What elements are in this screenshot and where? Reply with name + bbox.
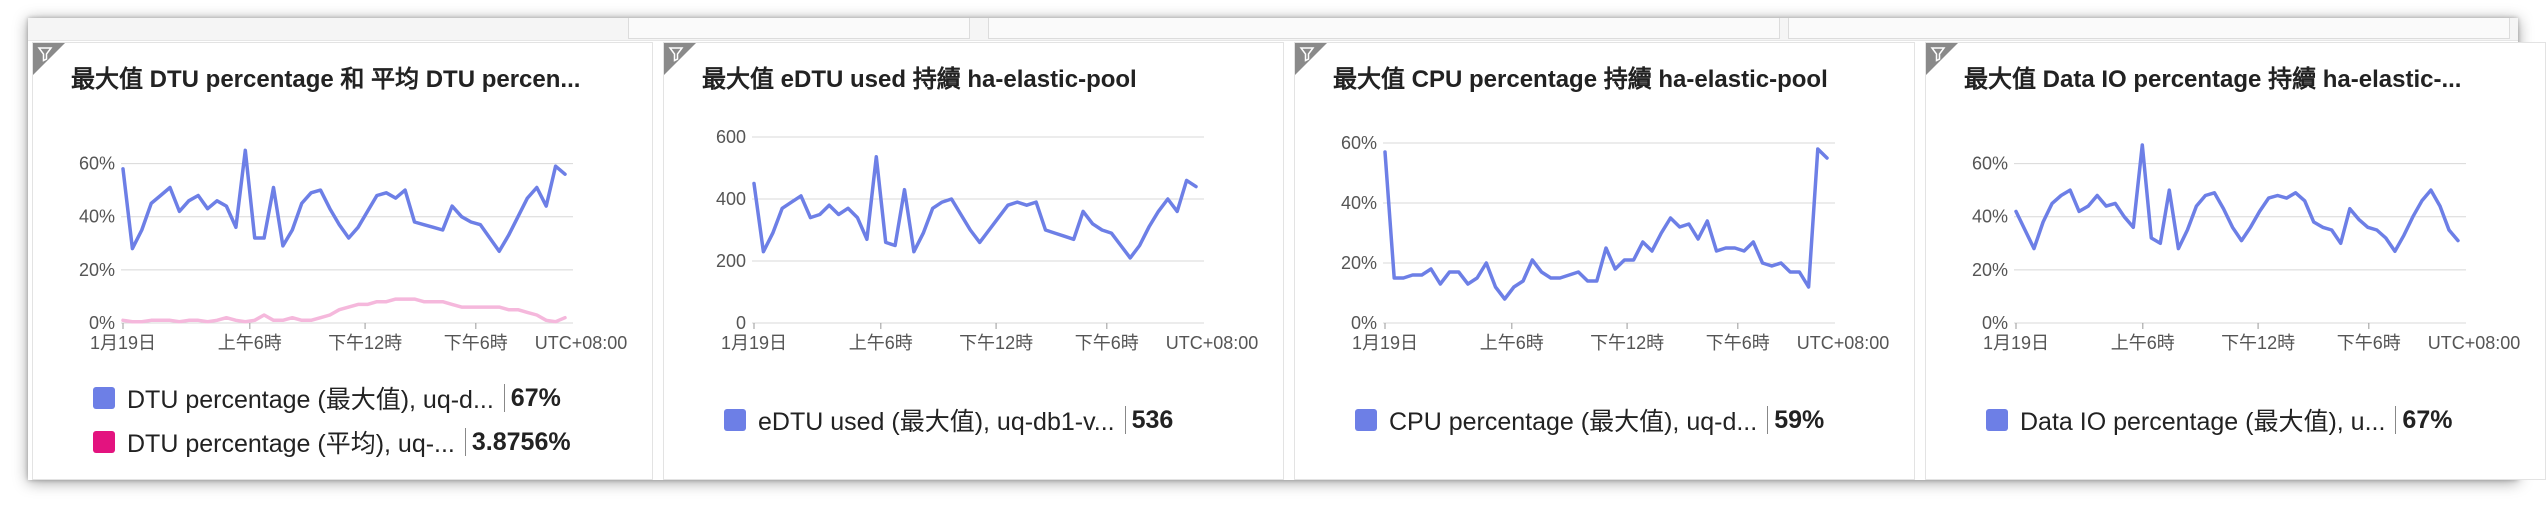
line-chart[interactable]: 0% 20% 40% 60% 1月19日 上午6時 下午12時 下午6時 UTC+08:00 bbox=[33, 103, 654, 373]
legend-divider bbox=[464, 428, 466, 456]
y-tick-label: 40% bbox=[1972, 207, 2008, 227]
y-tick-label: 0% bbox=[89, 313, 115, 333]
legend-swatch bbox=[724, 409, 746, 431]
x-tick-label: 下午6時 bbox=[2337, 333, 2401, 353]
x-tick-label: 上午6時 bbox=[2111, 333, 2175, 353]
x-tick-label: 下午12時 bbox=[2221, 333, 2295, 353]
legend-divider bbox=[1124, 406, 1126, 434]
legend-label: DTU percentage (平均), uq-... bbox=[127, 430, 455, 458]
line-chart[interactable]: 0% 20% 40% 60% 1月19日 上午6時 下午12時 下午6時 UTC+08:00 bbox=[1295, 103, 1916, 373]
x-tick-label: 上午6時 bbox=[1480, 333, 1544, 353]
x-tick-label: 1月19日 bbox=[721, 333, 787, 353]
y-tick-label: 400 bbox=[716, 189, 746, 209]
legend-swatch bbox=[93, 387, 115, 409]
x-tick-label: UTC+08:00 bbox=[535, 333, 628, 353]
legend-divider bbox=[2395, 406, 2397, 434]
y-tick-label: 20% bbox=[1972, 260, 2008, 280]
legend-value: 3.8756% bbox=[471, 427, 571, 456]
x-tick-label: 上午6時 bbox=[218, 333, 282, 353]
y-tick-label: 0 bbox=[736, 313, 746, 333]
filter-icon[interactable] bbox=[1930, 46, 1946, 62]
tile-title: 最大值 CPU percentage 持續 ha-elastic-pool bbox=[1333, 66, 1828, 93]
x-tick-label: 1月19日 bbox=[1983, 333, 2049, 353]
filter-icon[interactable] bbox=[37, 46, 53, 62]
x-tick-label: 下午6時 bbox=[444, 333, 508, 353]
series-line bbox=[121, 297, 567, 324]
series-line bbox=[752, 155, 1198, 260]
filter-icon[interactable] bbox=[1299, 46, 1315, 62]
dashboard-frame: 最大值 DTU percentage 和 平均 DTU percen... 0%… bbox=[28, 18, 2546, 480]
chart-tile-cpu[interactable]: 最大值 CPU percentage 持續 ha-elastic-pool 0%… bbox=[1294, 42, 1915, 480]
tile-title: 最大值 DTU percentage 和 平均 DTU percen... bbox=[71, 66, 581, 93]
y-tick-label: 60% bbox=[1341, 133, 1377, 153]
x-tick-label: 1月19日 bbox=[90, 333, 156, 353]
y-tick-label: 20% bbox=[79, 260, 115, 280]
legend-swatch bbox=[1355, 409, 1377, 431]
tile-title: 最大值 eDTU used 持續 ha-elastic-pool bbox=[702, 66, 1137, 93]
series-line bbox=[1383, 147, 1829, 301]
chart-tile-data-io[interactable]: 最大值 Data IO percentage 持續 ha-elastic-...… bbox=[1925, 42, 2546, 480]
series-line bbox=[2014, 143, 2460, 254]
y-tick-label: 0% bbox=[1982, 313, 2008, 333]
legend-item[interactable]: eDTU used (最大值), uq-db1-v... 536 bbox=[724, 403, 1173, 437]
x-tick-label: 上午6時 bbox=[849, 333, 913, 353]
legend-item[interactable]: CPU percentage (最大值), uq-d... 59% bbox=[1355, 403, 1824, 437]
x-tick-label: 下午12時 bbox=[1590, 333, 1664, 353]
y-tick-label: 0% bbox=[1351, 313, 1377, 333]
y-tick-label: 600 bbox=[716, 127, 746, 147]
series-line bbox=[121, 148, 567, 254]
legend-item[interactable]: DTU percentage (最大值), uq-d... 67% bbox=[93, 381, 561, 415]
legend-label: eDTU used (最大值), uq-db1-v... bbox=[758, 408, 1115, 436]
y-tick-label: 60% bbox=[79, 154, 115, 174]
chart-tile-edtu[interactable]: 最大值 eDTU used 持續 ha-elastic-pool 0 200 400… bbox=[663, 42, 1284, 480]
legend-label: DTU percentage (最大值), uq-d... bbox=[127, 386, 494, 414]
legend-swatch bbox=[93, 431, 115, 453]
x-tick-label: 1月19日 bbox=[1352, 333, 1418, 353]
legend-swatch bbox=[1986, 409, 2008, 431]
legend-item[interactable]: DTU percentage (平均), uq-... 3.8756% bbox=[93, 425, 571, 459]
legend-value: 67% bbox=[510, 383, 561, 412]
top-bar bbox=[28, 18, 2518, 41]
x-tick-label: UTC+08:00 bbox=[1166, 333, 1259, 353]
filter-icon[interactable] bbox=[668, 46, 684, 62]
top-bar-segment bbox=[988, 18, 1780, 39]
y-tick-label: 40% bbox=[1341, 193, 1377, 213]
chart-tile-dtu[interactable]: 最大值 DTU percentage 和 平均 DTU percen... 0%… bbox=[32, 42, 653, 480]
legend-value: 59% bbox=[1774, 405, 1825, 434]
x-tick-label: UTC+08:00 bbox=[2428, 333, 2521, 353]
x-tick-label: UTC+08:00 bbox=[1797, 333, 1890, 353]
x-tick-label: 下午12時 bbox=[959, 333, 1033, 353]
x-tick-label: 下午6時 bbox=[1075, 333, 1139, 353]
legend-value: 67% bbox=[2402, 405, 2453, 434]
tile-title: 最大值 Data IO percentage 持續 ha-elastic-... bbox=[1964, 66, 2462, 93]
legend-value: 536 bbox=[1131, 405, 1174, 434]
legend-divider bbox=[1767, 406, 1769, 434]
x-tick-label: 下午6時 bbox=[1706, 333, 1770, 353]
legend-label: CPU percentage (最大值), uq-d... bbox=[1389, 408, 1758, 436]
x-tick-label: 下午12時 bbox=[328, 333, 402, 353]
y-tick-label: 40% bbox=[79, 207, 115, 227]
y-tick-label: 60% bbox=[1972, 154, 2008, 174]
top-bar-segment bbox=[1788, 18, 2510, 39]
legend-item[interactable]: Data IO percentage (最大值), u... 67% bbox=[1986, 403, 2452, 437]
legend-label: Data IO percentage (最大值), u... bbox=[2020, 408, 2386, 436]
legend-divider bbox=[503, 384, 505, 412]
y-tick-label: 200 bbox=[716, 251, 746, 271]
y-tick-label: 20% bbox=[1341, 253, 1377, 273]
top-bar-segment bbox=[628, 18, 970, 39]
line-chart[interactable]: 0% 20% 40% 60% 1月19日 上午6時 下午12時 下午6時 UTC+08:00 bbox=[1926, 103, 2546, 373]
line-chart[interactable]: 0 200 400 600 1月19日 上午6時 下午12時 下午6時 UTC+08:00 bbox=[664, 103, 1285, 373]
